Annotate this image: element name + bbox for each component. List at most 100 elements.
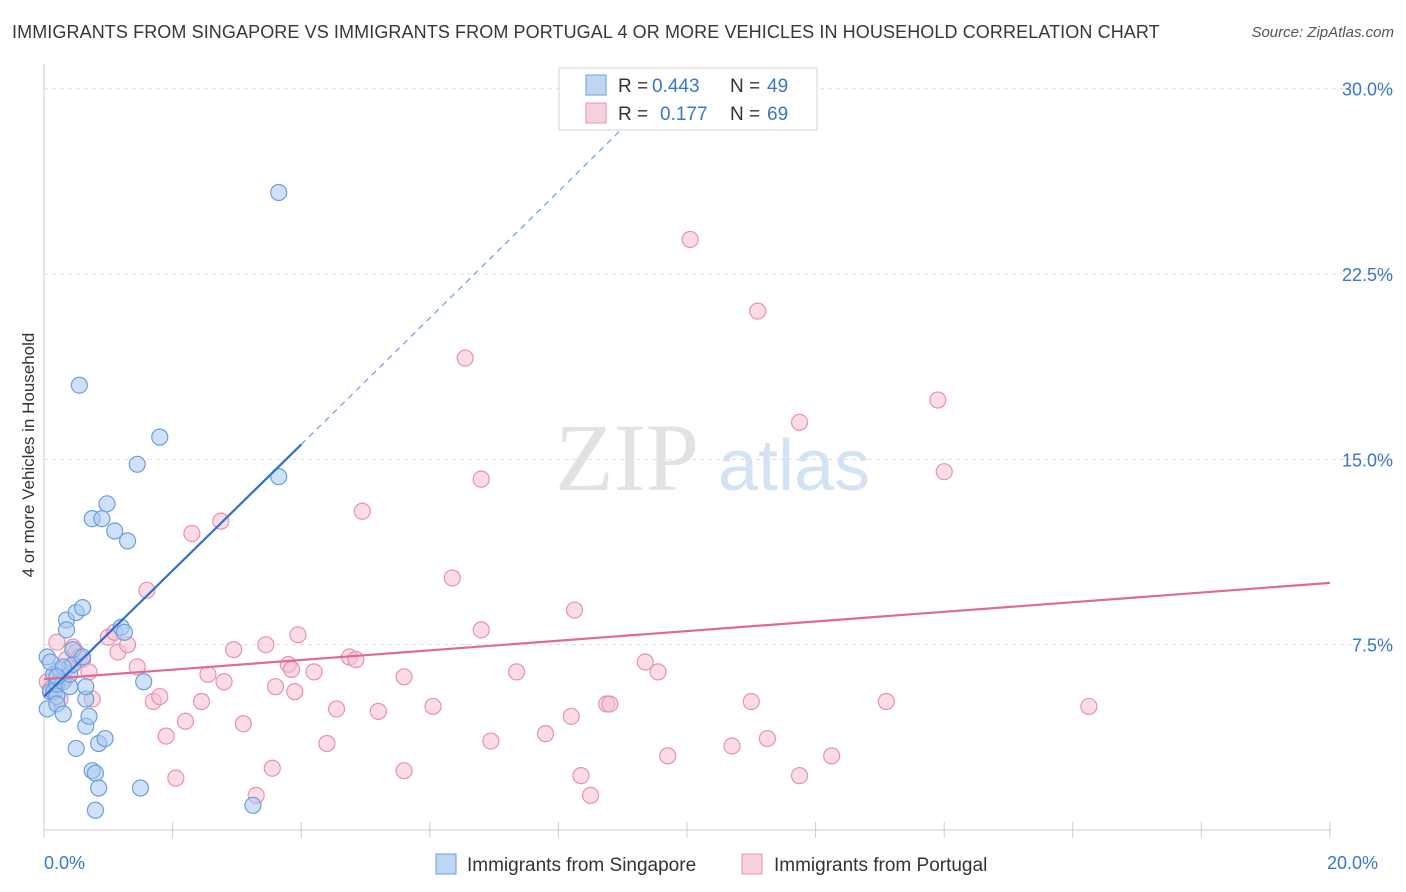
singapore-point bbox=[93, 510, 111, 528]
portugal-point bbox=[212, 512, 230, 530]
portugal-point bbox=[472, 470, 490, 488]
portugal-point bbox=[472, 621, 490, 639]
legend-swatch-portugal bbox=[741, 853, 763, 875]
singapore-point bbox=[57, 621, 76, 639]
y-tick-label: 30.0% bbox=[1342, 80, 1393, 100]
source-label: Source: ZipAtlas.com bbox=[1251, 24, 1394, 41]
portugal-point bbox=[562, 707, 580, 725]
portugal-point bbox=[176, 712, 195, 730]
y-tick-label: 22.5% bbox=[1342, 265, 1393, 285]
portugal-swatch bbox=[585, 102, 607, 124]
x-tick-label: 0.0% bbox=[44, 853, 85, 873]
stats-r-label-singapore: R = bbox=[618, 76, 648, 97]
portugal-point bbox=[234, 715, 252, 733]
portugal-point bbox=[289, 626, 307, 644]
portugal-point bbox=[192, 692, 211, 711]
portugal-point bbox=[80, 663, 98, 681]
portugal-point bbox=[823, 747, 841, 765]
stats-n-value-portugal: 69 bbox=[767, 104, 788, 125]
singapore-point bbox=[77, 678, 95, 696]
singapore-point bbox=[70, 376, 88, 394]
portugal-point bbox=[749, 302, 767, 320]
portugal-point bbox=[572, 767, 590, 785]
singapore-swatch bbox=[585, 74, 607, 96]
portugal-point bbox=[263, 759, 281, 777]
y-tick-label: 15.0% bbox=[1342, 450, 1393, 470]
x-tick-label: 20.0% bbox=[1327, 853, 1378, 873]
singapore-point bbox=[80, 707, 98, 725]
singapore-point bbox=[115, 623, 133, 641]
portugal-point bbox=[305, 663, 323, 681]
portugal-point bbox=[138, 581, 156, 599]
portugal-point bbox=[443, 569, 461, 587]
singapore-point bbox=[90, 779, 108, 797]
stats-n-value-singapore: 49 bbox=[767, 76, 788, 97]
singapore-point bbox=[106, 522, 124, 540]
singapore-point bbox=[135, 673, 153, 691]
portugal-point bbox=[790, 413, 809, 431]
singapore-point bbox=[73, 599, 92, 617]
singapore-point bbox=[54, 705, 72, 723]
portugal-point bbox=[151, 687, 169, 706]
portugal-point bbox=[929, 391, 947, 409]
portugal-point bbox=[183, 524, 201, 543]
singapore-point bbox=[96, 729, 114, 748]
portugal-point bbox=[723, 737, 741, 755]
singapore-point bbox=[98, 495, 116, 513]
singapore-points bbox=[38, 183, 288, 819]
portugal-point bbox=[1080, 697, 1098, 716]
singapore-trend-line bbox=[43, 443, 302, 698]
portugal-point bbox=[601, 695, 619, 713]
portugal-point bbox=[257, 636, 275, 654]
legend-label-singapore: Immigrants from Singapore bbox=[467, 855, 696, 876]
y-tick-label: 7.5% bbox=[1352, 636, 1393, 656]
portugal-point bbox=[536, 725, 555, 743]
singapore-point bbox=[118, 532, 137, 550]
portugal-point bbox=[266, 678, 285, 696]
legend-swatch-singapore bbox=[435, 853, 457, 875]
portugal-points bbox=[38, 230, 1098, 805]
y-axis-tick-labels: 7.5% 15.0% 22.5% 30.0% bbox=[1342, 80, 1393, 656]
legend-label-portugal: Immigrants from Portugal bbox=[774, 855, 987, 876]
singapore-point bbox=[67, 739, 85, 758]
portugal-point bbox=[199, 665, 217, 683]
chart-title: IMMIGRANTS FROM SINGAPORE VS IMMIGRANTS … bbox=[12, 22, 1160, 42]
portugal-point bbox=[215, 673, 233, 691]
zipatlas-watermark: ZIP atlas bbox=[555, 404, 870, 511]
portugal-point bbox=[318, 734, 336, 753]
stats-n-label-portugal: N = bbox=[730, 104, 760, 125]
portugal-point bbox=[282, 660, 301, 678]
portugal-point bbox=[790, 767, 809, 785]
stats-r-label-portugal: R = bbox=[618, 104, 648, 125]
portugal-point bbox=[581, 786, 600, 805]
portugal-point bbox=[935, 463, 953, 481]
portugal-point bbox=[636, 653, 654, 671]
portugal-point bbox=[167, 769, 185, 787]
stats-legend: R = 0.443 N = 49 R = 0.177 N = 69 bbox=[558, 67, 818, 131]
portugal-point bbox=[424, 697, 442, 716]
portugal-point bbox=[758, 729, 776, 748]
portugal-point bbox=[395, 762, 413, 780]
singapore-point bbox=[73, 648, 92, 666]
watermark-atlas: atlas bbox=[718, 426, 870, 506]
portugal-point bbox=[369, 702, 387, 720]
stats-r-value-portugal: 0.177 bbox=[660, 104, 708, 125]
y-axis-label: 4 or more Vehicles in Household bbox=[19, 333, 38, 578]
portugal-point bbox=[157, 727, 175, 745]
x-axis-tick-labels: 0.0% 20.0% bbox=[44, 853, 1378, 873]
portugal-point bbox=[565, 601, 584, 619]
singapore-point bbox=[86, 764, 105, 782]
portugal-point bbox=[742, 692, 760, 711]
portugal-point bbox=[659, 747, 677, 765]
portugal-point bbox=[347, 650, 365, 669]
portugal-trend-line bbox=[43, 581, 1331, 681]
portugal-point bbox=[482, 732, 500, 750]
singapore-point bbox=[131, 779, 150, 797]
stats-r-value-singapore: 0.443 bbox=[652, 76, 700, 97]
portugal-point bbox=[225, 641, 243, 659]
portugal-point bbox=[877, 692, 895, 711]
singapore-point bbox=[270, 183, 288, 202]
portugal-point bbox=[456, 349, 474, 367]
portugal-point bbox=[327, 700, 346, 718]
portugal-point bbox=[353, 502, 371, 520]
